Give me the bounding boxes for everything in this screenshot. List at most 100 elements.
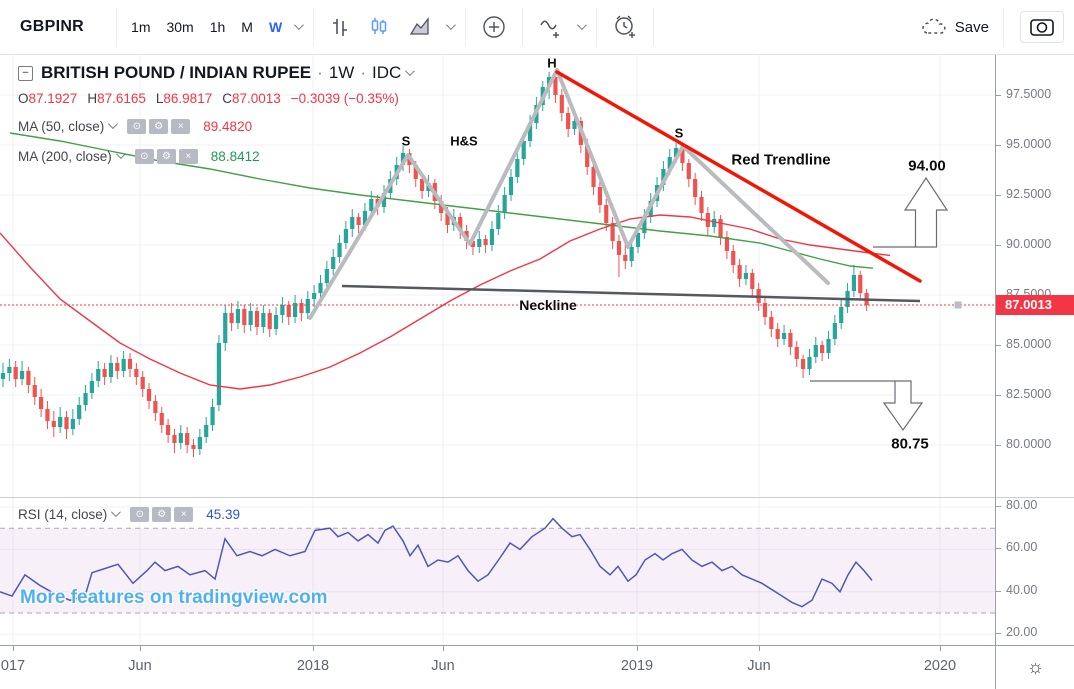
chart-type-chevron-down-icon[interactable] xyxy=(446,19,457,30)
toolbar-separator xyxy=(1003,8,1004,46)
tradingview-watermark[interactable]: More features on tradingview.com xyxy=(20,587,328,608)
interval-label: 1W xyxy=(328,63,355,82)
compare-icon[interactable] xyxy=(529,10,573,44)
top-toolbar: GBPINR 1m 30m 1h M W xyxy=(0,0,1074,55)
time-axis-tick xyxy=(313,646,314,651)
price-axis-label: 95.0000 xyxy=(1006,137,1052,151)
pane-separator xyxy=(996,497,1074,498)
ma200-label: MA (200, close) xyxy=(18,149,112,164)
ma50-chevron-down-icon[interactable] xyxy=(108,119,119,130)
axis-tick xyxy=(996,633,1001,635)
dot-separator: · xyxy=(360,63,366,82)
rsi-pane[interactable] xyxy=(0,497,995,646)
time-axis-label: 2020 xyxy=(923,658,957,674)
ma200-visibility-icon[interactable]: ⊙ xyxy=(134,149,154,164)
candles-chart-type-icon[interactable] xyxy=(360,11,400,43)
symbol-legend[interactable]: − BRITISH POUND / INDIAN RUPEE · 1W · ID… xyxy=(18,63,418,83)
rsi-legend[interactable]: RSI (14, close) ⊙ ⚙ × 45.39 xyxy=(18,507,240,522)
rsi-axis-label: 20.00 xyxy=(1006,625,1038,640)
axis-tick xyxy=(996,548,1001,550)
high-label: H xyxy=(87,91,98,106)
ma200-remove-icon[interactable]: × xyxy=(178,149,198,164)
timeframe-M[interactable]: M xyxy=(241,19,253,35)
rsi-axis-label: 60.00 xyxy=(1006,540,1038,555)
ohlc-readout: O 87.1927 H 87.6165 L 86.9817 C 87.0013 −0.3… xyxy=(18,91,399,106)
axis-tick xyxy=(996,195,1001,196)
save-label[interactable]: Save xyxy=(954,18,989,36)
area-chart-type-icon[interactable] xyxy=(400,11,442,43)
price-axis[interactable]: 97.500095.000092.500090.000087.500085.00… xyxy=(995,0,1074,689)
rsi-axis-label: 80.00 xyxy=(1006,498,1038,512)
timeframe-30m[interactable]: 30m xyxy=(166,19,194,35)
axis-tick xyxy=(996,245,1001,246)
close-label: C xyxy=(222,91,232,106)
axis-tick xyxy=(996,445,1001,446)
ma200-value: 88.8412 xyxy=(210,149,260,164)
time-axis-label: Jun xyxy=(431,658,455,674)
open-value: 87.1927 xyxy=(28,91,78,106)
axis-tick xyxy=(996,95,1001,96)
time-axis-tick xyxy=(759,646,760,651)
axis-corner: ☼ xyxy=(995,645,1074,689)
ma50-label: MA (50, close) xyxy=(18,119,105,134)
axis-tick xyxy=(996,590,1001,592)
toolbar-right-group: Save xyxy=(911,8,1074,46)
rsi-settings-icon[interactable]: ⚙ xyxy=(152,507,172,522)
time-axis-label: Jun xyxy=(747,658,771,674)
timeframe-1m[interactable]: 1m xyxy=(131,19,151,35)
symbol-name[interactable]: GBPINR xyxy=(20,18,85,35)
ma200-chevron-down-icon[interactable] xyxy=(115,149,126,160)
ma50-value: 89.4820 xyxy=(203,119,253,134)
timeframe-1h[interactable]: 1h xyxy=(209,19,226,35)
price-axis-label: 82.5000 xyxy=(1006,387,1052,401)
price-axis-label: 92.5000 xyxy=(1006,187,1052,201)
bar-chart-type-icon[interactable] xyxy=(320,11,360,43)
screenshot-camera-button[interactable] xyxy=(1020,11,1064,43)
time-axis-tick xyxy=(443,646,444,651)
ma50-settings-icon[interactable]: ⚙ xyxy=(149,119,169,134)
collapse-legend-icon[interactable]: − xyxy=(18,65,33,81)
legend-chevron-down-icon[interactable] xyxy=(405,65,416,76)
time-axis-tick xyxy=(140,646,141,651)
time-axis-label: Jun xyxy=(128,658,152,674)
symbol-title: BRITISH POUND / INDIAN RUPEE xyxy=(41,63,312,82)
toolbar-separator xyxy=(313,8,315,46)
axis-tick xyxy=(996,395,1001,396)
toolbar-separator xyxy=(653,8,655,46)
theme-sun-icon[interactable]: ☼ xyxy=(1026,657,1045,678)
axis-tick xyxy=(996,145,1001,146)
indicators-plus-icon[interactable] xyxy=(472,9,516,45)
exchange-label: IDC xyxy=(371,63,402,82)
low-label: L xyxy=(155,91,164,106)
rsi-chart-canvas[interactable] xyxy=(0,498,995,646)
rsi-visibility-icon[interactable]: ⊙ xyxy=(130,507,150,522)
price-pane[interactable] xyxy=(0,55,995,497)
high-value: 87.6165 xyxy=(97,91,146,106)
dot-separator: · xyxy=(317,63,323,82)
rsi-remove-icon[interactable]: × xyxy=(174,507,194,522)
cloud-save-button[interactable]: Save xyxy=(911,11,997,43)
ma50-visibility-icon[interactable]: ⊙ xyxy=(127,119,147,134)
alert-clock-icon[interactable] xyxy=(603,9,647,45)
axis-tick xyxy=(996,345,1001,346)
price-axis-label: 97.5000 xyxy=(1006,87,1052,101)
compare-chevron-down-icon[interactable] xyxy=(577,19,588,30)
timeframe-W[interactable]: W xyxy=(268,19,283,35)
toolbar-separator xyxy=(522,8,524,46)
toolbar-separator xyxy=(116,8,118,46)
time-axis[interactable]: 017 Jun 2018 Jun 2019 Jun 2020 xyxy=(0,645,995,689)
rsi-chevron-down-icon[interactable] xyxy=(111,507,122,518)
price-chart-canvas[interactable] xyxy=(0,55,995,497)
ma50-remove-icon[interactable]: × xyxy=(171,119,191,134)
rsi-axis-label: 40.00 xyxy=(1006,582,1038,597)
price-axis-label: 85.0000 xyxy=(1006,337,1052,351)
timeframe-chevron-down-icon[interactable] xyxy=(294,19,305,30)
time-axis-label: 2019 xyxy=(620,658,654,674)
time-axis-tick xyxy=(637,646,638,651)
time-axis-tick xyxy=(940,646,941,651)
ma200-legend[interactable]: MA (200, close) ⊙ ⚙ × 88.8412 xyxy=(18,149,260,164)
ma50-legend[interactable]: MA (50, close) ⊙ ⚙ × 89.4820 xyxy=(18,119,252,134)
ma200-settings-icon[interactable]: ⚙ xyxy=(156,149,176,164)
